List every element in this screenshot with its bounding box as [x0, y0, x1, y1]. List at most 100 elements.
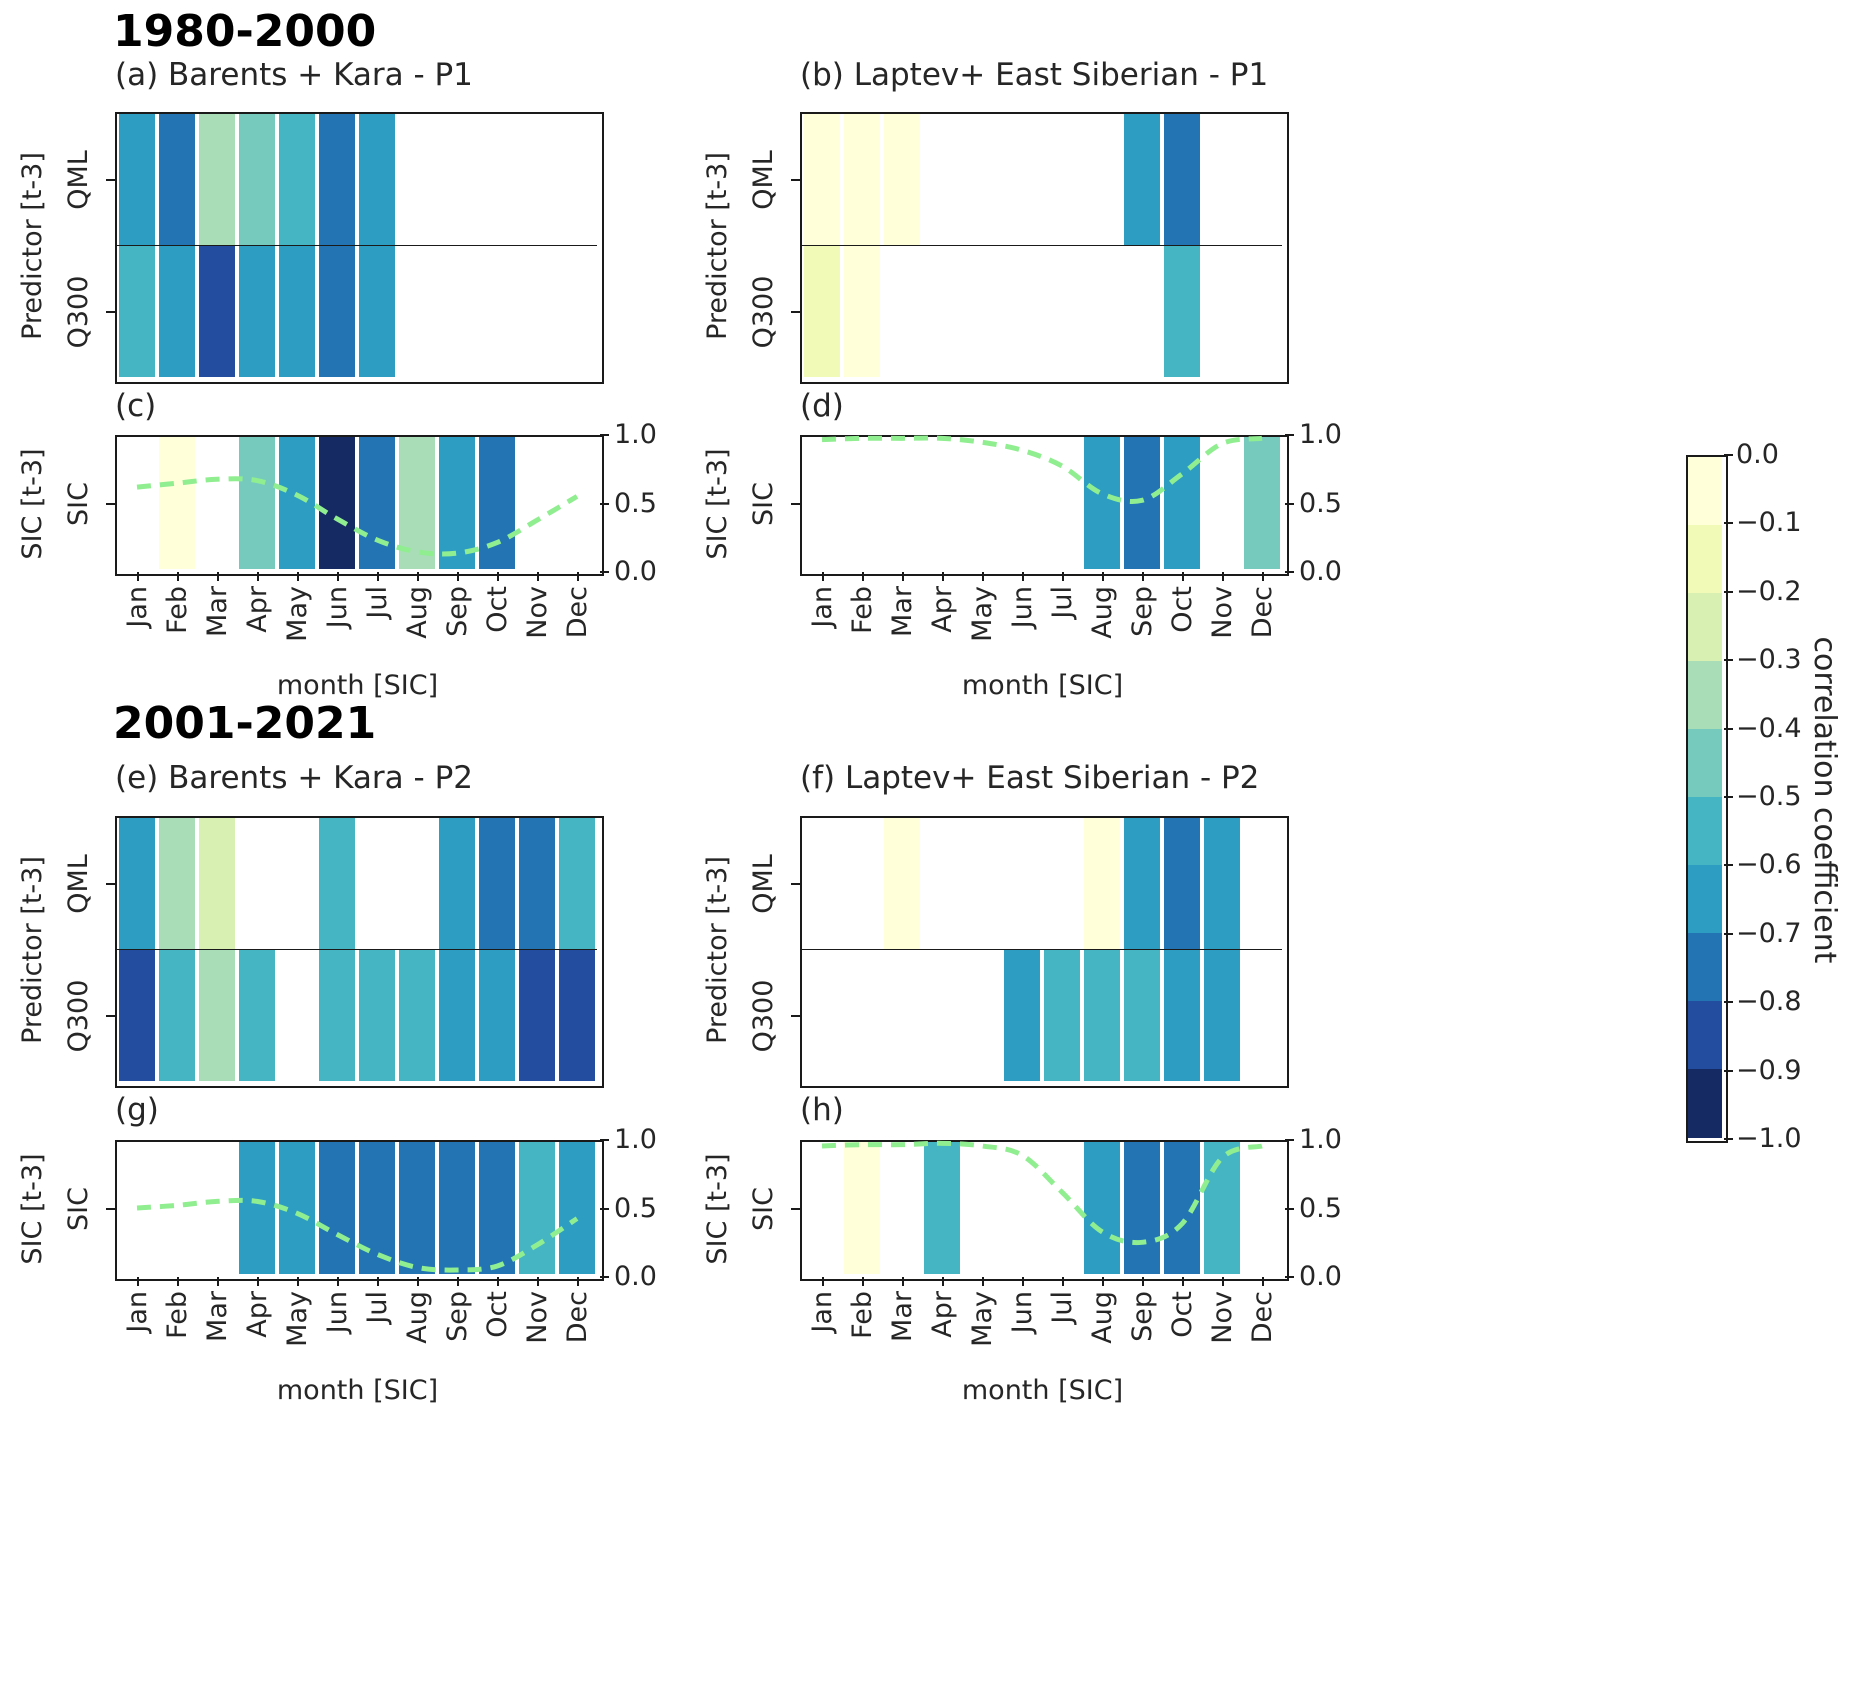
- panel-a-heatmap: [115, 112, 604, 384]
- heatmap-cell: [804, 114, 840, 246]
- x-tick: [136, 572, 139, 581]
- heatmap-cell: [159, 818, 195, 950]
- month-tick-label: Jan: [807, 586, 838, 628]
- x-tick: [176, 1277, 179, 1286]
- colorbar-tick: [1724, 1001, 1733, 1004]
- heatmap-cell: [1204, 1142, 1240, 1274]
- heatmap-cell: [1044, 949, 1080, 1081]
- colorbar-tick: [1724, 659, 1733, 662]
- x-tick: [1181, 572, 1184, 581]
- panel-g-title: (g): [115, 1092, 159, 1128]
- colorbar-tick-label: −0.2: [1736, 575, 1802, 607]
- x-tick: [416, 572, 419, 581]
- right-tick: [600, 502, 609, 505]
- period-title-1980-2000: 1980-2000: [113, 6, 377, 57]
- heatmap-cell: [279, 245, 315, 377]
- heatmap-cell: [199, 949, 235, 1081]
- heatmap-cell: [1204, 818, 1240, 950]
- heatmap-cell: [239, 949, 275, 1081]
- month-tick-label: Mar: [887, 1291, 918, 1342]
- month-tick-label: Aug: [1087, 586, 1118, 639]
- heatmap-cell: [319, 245, 355, 377]
- y-tick: [791, 502, 800, 505]
- x-tick: [1141, 572, 1144, 581]
- colorbar-segment: [1688, 525, 1722, 594]
- right-tick-label: 1.0: [1299, 1124, 1342, 1155]
- month-tick-label: Feb: [162, 586, 193, 634]
- colorbar-tick: [1724, 864, 1733, 867]
- colorbar-segment: [1688, 933, 1722, 1002]
- heatmap-cell: [1164, 437, 1200, 569]
- month-tick-label: Feb: [162, 1291, 193, 1339]
- heatmap-cell: [1084, 949, 1120, 1081]
- month-tick-label: Aug: [1087, 1291, 1118, 1344]
- right-tick: [1285, 571, 1294, 573]
- right-tick: [600, 1276, 609, 1278]
- x-tick: [1221, 572, 1224, 581]
- heatmap-cell: [199, 818, 235, 950]
- heatmap-cell: [1164, 114, 1200, 246]
- heatmap-cell: [359, 949, 395, 1081]
- right-tick-label: 0.5: [614, 487, 657, 519]
- right-tick-label: 0.0: [614, 556, 657, 587]
- month-tick-label: Dec: [1247, 586, 1278, 639]
- row-label-q300: Q300: [748, 979, 779, 1053]
- right-tick: [1285, 1139, 1294, 1141]
- month-tick-label: Apr: [927, 586, 958, 633]
- x-tick: [336, 572, 339, 581]
- sic-line-path: [821, 435, 1263, 505]
- colorbar-segment: [1688, 593, 1722, 662]
- heatmap-cell: [319, 818, 355, 950]
- colorbar-tick-label: −0.6: [1736, 849, 1802, 881]
- month-tick-label: Jul: [362, 1291, 393, 1324]
- month-tick-label: Apr: [242, 1291, 273, 1338]
- heatmap-cell: [519, 1142, 555, 1274]
- y-tick: [106, 310, 115, 313]
- month-tick-label: May: [282, 586, 313, 642]
- row-label-sic: SIC: [748, 1186, 779, 1231]
- x-tick: [376, 572, 379, 581]
- y-tick: [106, 883, 115, 886]
- month-tick-label: Mar: [887, 586, 918, 637]
- month-tick-label: Sep: [1127, 586, 1158, 637]
- colorbar-tick-label: −0.8: [1736, 986, 1802, 1018]
- panel-d-heatmap: [800, 435, 1289, 576]
- heatmap-cell: [439, 949, 475, 1081]
- x-tick: [1101, 1277, 1104, 1286]
- panel-b-title: (b) Laptev+ East Siberian - P1: [800, 57, 1269, 93]
- panel-h-heatmap: [800, 1140, 1289, 1281]
- heatmap-cell: [199, 114, 235, 246]
- right-tick: [600, 434, 609, 436]
- heatmap-cell: [319, 949, 355, 1081]
- x-tick: [256, 1277, 259, 1286]
- right-tick-label: 1.0: [614, 1124, 657, 1155]
- heatmap-cell: [559, 818, 595, 950]
- month-tick-label: Apr: [927, 1291, 958, 1338]
- colorbar-segment: [1688, 1001, 1722, 1070]
- sic-seasonal-cycle-line: [821, 435, 1263, 505]
- heatmap-cell: [279, 114, 315, 246]
- month-tick-label: Nov: [1207, 586, 1238, 639]
- heatmap-cell: [1124, 1142, 1160, 1274]
- heatmap-cell: [1124, 114, 1160, 246]
- month-tick-label: Jun: [322, 586, 353, 629]
- right-tick-label: 0.5: [1299, 1192, 1342, 1224]
- heatmap-cell: [399, 949, 435, 1081]
- month-tick-label: Mar: [202, 1291, 233, 1342]
- right-tick: [600, 1207, 609, 1210]
- x-tick: [216, 1277, 219, 1286]
- y-tick: [791, 310, 800, 313]
- heatmap-cell: [1084, 818, 1120, 950]
- row-separator: [117, 948, 597, 951]
- x-tick: [1061, 1277, 1064, 1286]
- sic-seasonal-cycle-line: [136, 1197, 579, 1273]
- y-tick: [106, 179, 115, 182]
- x-axis-label: month [SIC]: [276, 670, 439, 701]
- panel-e-heatmap: [115, 816, 604, 1088]
- panel-e-title: (e) Barents + Kara - P2: [115, 760, 473, 796]
- heatmap-cell: [239, 245, 275, 377]
- x-axis-label: month [SIC]: [276, 1375, 439, 1406]
- month-tick-label: Jun: [1007, 586, 1038, 629]
- sic-line-path: [136, 476, 579, 557]
- colorbar-segment: [1688, 457, 1722, 526]
